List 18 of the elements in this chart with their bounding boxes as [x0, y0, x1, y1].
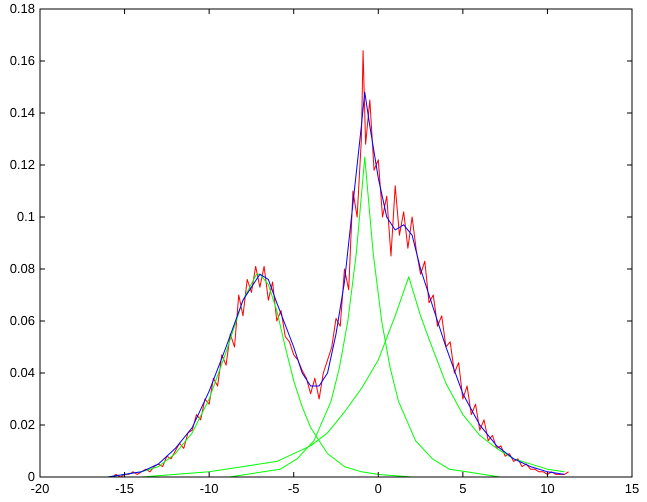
y-tick-label: 0.08	[10, 261, 35, 276]
y-tick-label: 0.18	[10, 1, 35, 16]
x-tick-label: -15	[115, 481, 134, 496]
y-tick-label: 0.02	[10, 417, 35, 432]
y-tick-label: 0.14	[10, 105, 35, 120]
y-tick-label: 0.1	[16, 209, 35, 224]
x-tick-label: 10	[540, 481, 555, 496]
y-tick-label: 0	[28, 469, 35, 484]
x-tick-label: -5	[288, 481, 300, 496]
y-tick-label: 0.04	[10, 365, 35, 380]
y-tick-label: 0.16	[10, 53, 35, 68]
y-tick-label: 0.06	[10, 313, 35, 328]
x-tick-label: 5	[459, 481, 466, 496]
x-tick-label: 15	[624, 481, 640, 496]
x-tick-label: -10	[200, 481, 219, 496]
x-tick-label: 0	[374, 481, 382, 496]
x-tick-label: -20	[30, 481, 50, 496]
y-tick-label: 0.12	[10, 157, 35, 172]
